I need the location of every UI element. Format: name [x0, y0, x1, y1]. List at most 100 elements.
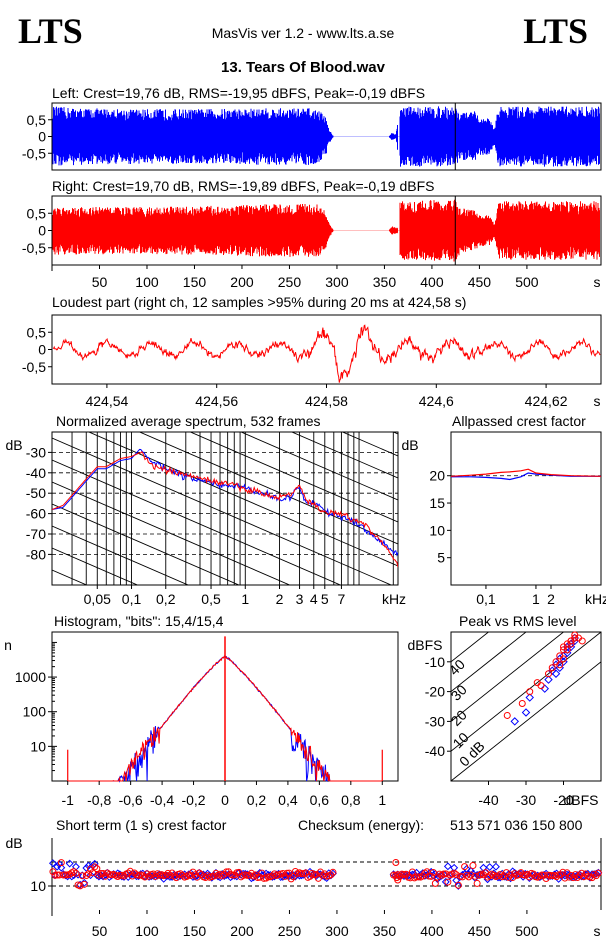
- crest-point: [473, 879, 481, 887]
- y-tick-label: -0,5: [22, 240, 46, 256]
- slope-line: [138, 432, 398, 545]
- x-tick-label: 2: [276, 591, 284, 607]
- peakrms-point: [510, 717, 519, 726]
- x-tick-label: 100: [135, 274, 159, 290]
- spectrum-series: [52, 448, 398, 557]
- peakrms-point: [548, 664, 556, 672]
- x-tick-label: 450: [468, 923, 492, 939]
- allpassed-frame: [450, 431, 602, 586]
- crest-point: [57, 863, 66, 872]
- x-tick-label: -0,8: [87, 792, 111, 808]
- y-tick-label: -40: [425, 743, 445, 759]
- x-tick-label: 100: [135, 923, 159, 939]
- x-tick-label: 7: [338, 591, 346, 607]
- x-tick-label: 0,8: [341, 792, 361, 808]
- checksum-value: 513 571 036 150 800: [450, 817, 583, 833]
- crest-point: [491, 862, 500, 871]
- crest-point: [590, 870, 598, 878]
- peakrms-point: [526, 688, 534, 696]
- peakrms-diagonals: [451, 632, 601, 781]
- crest-point: [394, 876, 402, 884]
- crest-point: [195, 869, 203, 877]
- allpassed-x-axis: 0,1 1 2 kHz: [476, 585, 606, 607]
- x-tick-label: -20: [553, 792, 573, 808]
- crest-point: [61, 871, 69, 879]
- slope-line: [87, 432, 398, 567]
- peakrms-xlabel: dBFS: [563, 792, 598, 808]
- crest-point: [329, 868, 337, 876]
- crest-point: [82, 872, 90, 880]
- y-tick-label: 10: [429, 522, 445, 538]
- x-tick-label: 250: [278, 274, 302, 290]
- y-tick-label: -60: [26, 506, 46, 522]
- crest-point: [84, 870, 92, 878]
- crest-point: [392, 858, 400, 866]
- x-tick-label: 350: [373, 274, 397, 290]
- crest-point: [218, 872, 226, 880]
- peakrms-point: [537, 682, 545, 690]
- peakrms-point: [555, 663, 564, 673]
- spectrum-y-axis: -30 -40 -50 -60 -70 -80: [26, 444, 52, 562]
- peakrms-point: [563, 646, 571, 654]
- right-channel-title: Right: Crest=19,70 dB, RMS=-19,89 dBFS, …: [52, 178, 434, 194]
- crest-point: [567, 871, 575, 879]
- allpassed-y-axis: 20 15 10 5: [429, 468, 451, 566]
- peakrms-title: Peak vs RMS level: [459, 613, 576, 629]
- x-unit-label: s: [594, 274, 601, 290]
- x-tick-label: 1: [241, 591, 249, 607]
- x-tick-label: 200: [230, 923, 254, 939]
- peakrms-point: [551, 669, 561, 678]
- y-tick-label: -10: [425, 654, 445, 670]
- diagonal-line: [451, 632, 601, 752]
- y-tick-label: 0: [38, 129, 46, 145]
- crest-point: [471, 872, 479, 880]
- x-tick-label: 4: [310, 591, 318, 607]
- crest-point: [431, 879, 439, 887]
- peakrms-point: [560, 646, 567, 654]
- slope-line: [189, 432, 398, 523]
- crest-point: [467, 871, 475, 879]
- crest-point: [287, 875, 295, 883]
- y-tick-label: -30: [425, 713, 445, 729]
- crest-point: [166, 871, 174, 879]
- x-tick-label: 2: [547, 591, 555, 607]
- spectrum-ylabel: dB: [5, 437, 22, 453]
- loudest-y-axis: 0,5 0-0,5: [22, 324, 52, 375]
- track-title: 13. Tears Of Blood.wav: [221, 59, 385, 76]
- allpassed-title: Allpassed crest factor: [452, 413, 586, 429]
- diagonal-line: [451, 632, 527, 693]
- crest-point: [450, 863, 459, 872]
- crest-point: [310, 871, 318, 879]
- y-tick-label: -30: [26, 444, 46, 460]
- y-tick-label: 1000: [15, 669, 46, 685]
- crest-point: [84, 861, 93, 870]
- x-tick-label: -0,2: [181, 792, 205, 808]
- x-tick-label: 250: [278, 923, 302, 939]
- diagonal-label: 40: [446, 656, 468, 678]
- spectrum-series: [52, 451, 398, 568]
- crest-point: [578, 869, 586, 877]
- loudest-title: Loudest part (right ch, 12 samples >95% …: [52, 294, 466, 310]
- x-tick-label: 350: [373, 923, 397, 939]
- slope-line: [52, 525, 190, 585]
- x-tick-label: 500: [515, 274, 539, 290]
- x-tick-label: 0,1: [122, 591, 142, 607]
- x-tick-label: 50: [92, 274, 108, 290]
- histogram-x-axis: -1 -0,8 -0,6 -0,4 -0,2 0 0,2 0,4 0,6 0,8 1: [62, 781, 386, 808]
- diagonal-line: [451, 661, 601, 781]
- peakrms-point: [578, 637, 586, 645]
- slope-line: [341, 432, 398, 457]
- x-tick-label: 424,58: [305, 393, 348, 409]
- slope-line: [52, 503, 240, 585]
- left-channel-title: Left: Crest=19,76 dB, RMS=-19,95 dBFS, P…: [52, 85, 425, 101]
- peakrms-x-axis: -40 -30 -20: [478, 781, 574, 808]
- crest-point: [153, 870, 161, 878]
- logo-right: LTS: [523, 11, 588, 51]
- loudest-frame: [51, 314, 602, 385]
- allpassed-ylabel: dB: [401, 437, 418, 453]
- peakrms-point: [559, 657, 568, 667]
- x-tick-label: 5: [321, 591, 329, 607]
- x-unit-label: kHz: [382, 591, 406, 607]
- crest-point: [450, 869, 458, 877]
